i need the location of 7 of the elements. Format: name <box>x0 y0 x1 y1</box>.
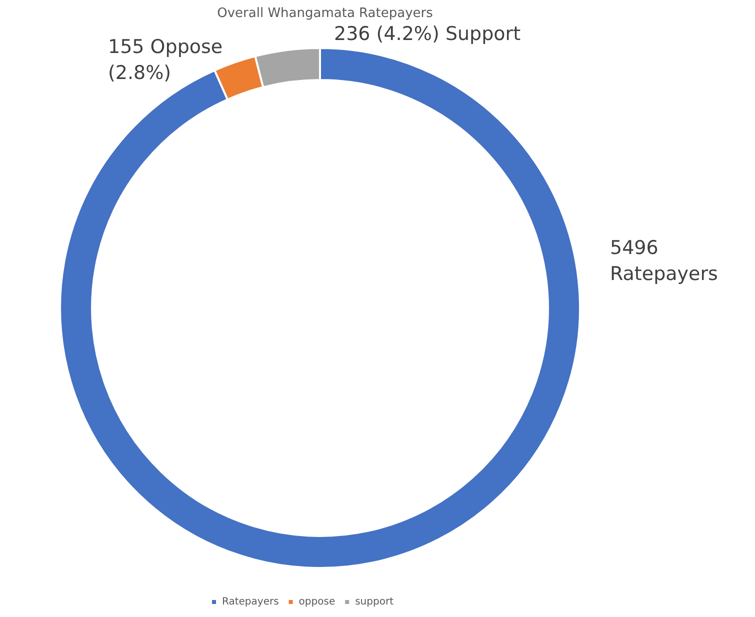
legend-label: Ratepayers <box>222 596 279 608</box>
legend-label: oppose <box>298 596 336 608</box>
data-label: 236 (4.2%) Support <box>334 23 521 45</box>
data-label: 155 Oppose (2.8%) <box>108 36 223 84</box>
legend-label: support <box>355 596 394 608</box>
chart-title: Overall Whangamata Ratepayers <box>217 6 434 21</box>
data-label: 5496 Ratepayers <box>610 237 718 285</box>
